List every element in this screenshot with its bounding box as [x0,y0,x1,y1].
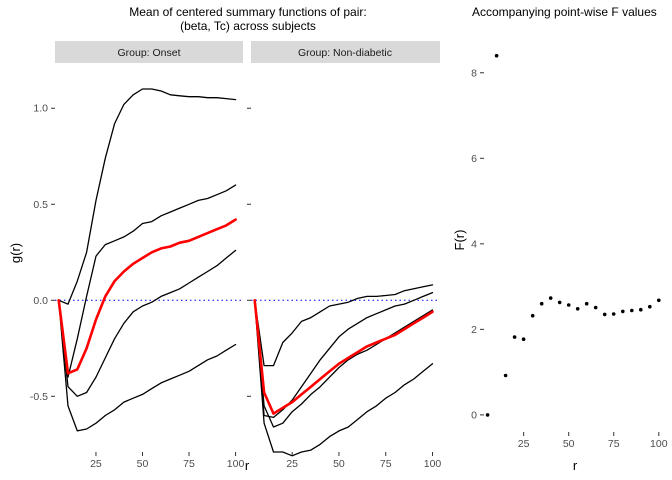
series-line-non-diabetic-0 [254,284,434,367]
series-line-onset-1 [58,184,237,378]
f-y-tick-label: 8 [471,67,477,79]
f-value-point [557,300,562,305]
left-chart-title: Mean of centered summary functions of pa… [129,5,366,19]
f-value-point [503,373,508,378]
series-line-onset-3 [58,249,237,397]
f-x-tick-label: 100 [650,438,668,450]
facet-strip-non-diabetic-label: Group: Non-diabetic [298,47,392,59]
x-tick-label: 50 [333,458,345,470]
f-value-point [657,298,661,303]
f-x-tick-label: 25 [518,438,530,450]
f-value-point [602,312,607,317]
f-value-point [648,304,652,309]
f-value-point [639,307,643,312]
f-value-point [630,308,634,313]
series-line-onset-4 [58,299,237,432]
left-chart-subtitle: (beta, Tc) across subjects [180,19,316,33]
f-value-point [539,301,544,306]
right-y-axis-title: F(r) [452,230,467,251]
f-y-tick-label: 6 [471,153,477,165]
mean-series-line-onset-2 [57,218,237,375]
f-x-tick-label: 75 [608,438,620,450]
panel-f-values: 0 2 4 6 8 25 50 75 100 [471,53,668,450]
facet-strip-onset: Group: Onset [55,41,243,63]
facet-strip-non-diabetic-background [251,41,440,63]
x-tick-label: 100 [424,458,442,470]
f-value-point [584,301,589,306]
f-value-point [512,335,517,339]
f-value-point [611,312,616,316]
f-value-point [566,303,571,307]
f-value-point [485,413,490,417]
x-tick-label: 25 [90,458,102,470]
series-line-non-diabetic-3 [254,299,434,428]
f-value-point [548,296,553,300]
panel-onset: -0.5 0.0 0.5 1.0 25 50 75 100 [30,88,245,470]
f-value-point [575,307,580,311]
x-tick-label: 75 [183,458,195,470]
f-value-point [530,313,535,318]
f-value-point [494,53,499,58]
right-x-axis-title: r [573,458,578,473]
mean-series-line-non-diabetic-2 [253,298,434,415]
x-tick-label: 50 [137,458,149,470]
f-y-tick-label: 4 [471,238,477,250]
series-line-non-diabetic-4 [254,299,434,457]
series-line-onset-0 [58,88,237,305]
left-y-axis-title: g(r) [8,243,23,263]
x-tick-label: 75 [380,458,392,470]
f-value-point [593,305,598,310]
left-x-axis-title: r [245,458,250,473]
f-value-point [521,337,526,342]
panel-non-diabetic: 25 50 75 100 [247,107,442,470]
f-value-point [621,309,625,314]
y-tick-label: 0.0 [33,295,48,307]
f-y-tick-label: 2 [471,324,477,336]
y-tick-label: 1.0 [33,103,48,115]
facet-strip-onset-background [55,41,243,63]
x-tick-label: 100 [227,458,245,470]
facet-strip-onset-label: Group: Onset [117,47,180,59]
f-x-tick-label: 50 [563,438,575,450]
y-tick-label: -0.5 [30,391,48,403]
right-chart-title: Accompanying point-wise F values [472,5,657,19]
y-tick-label: 0.5 [33,199,48,211]
facet-strip-non-diabetic: Group: Non-diabetic [251,41,440,63]
f-y-tick-label: 0 [471,409,477,421]
x-tick-label: 25 [286,458,298,470]
